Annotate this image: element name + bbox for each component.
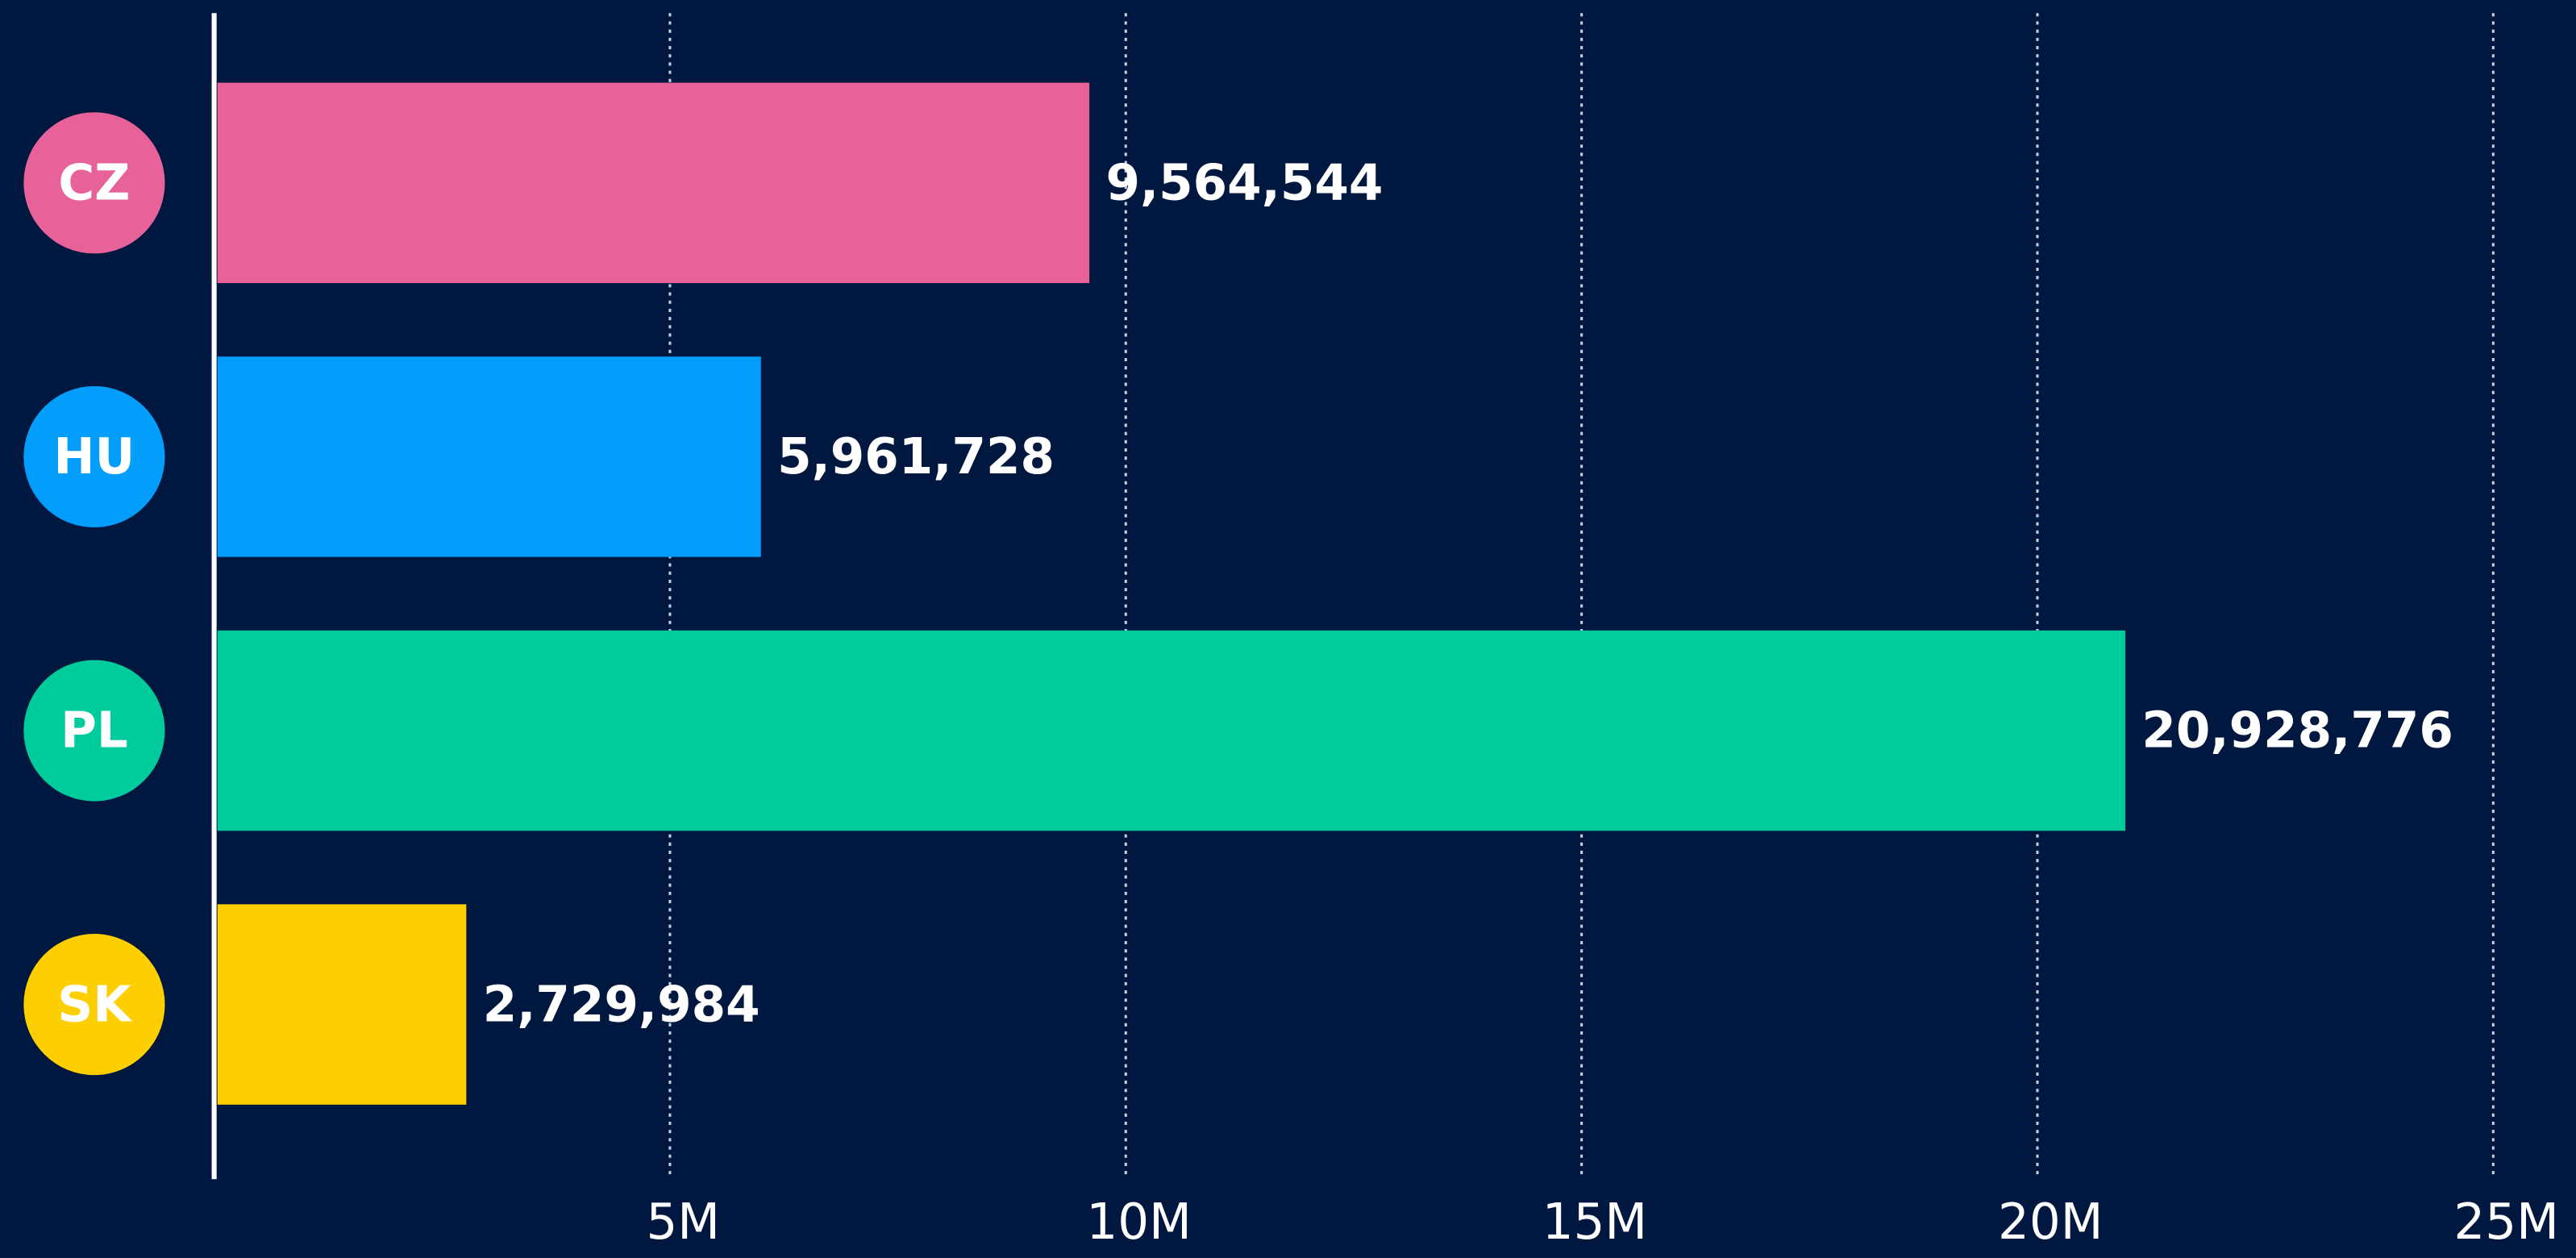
x-tick-label: 20M <box>1998 1193 2103 1251</box>
bar <box>217 356 761 557</box>
category-badge <box>23 385 165 527</box>
category-badge <box>23 934 165 1076</box>
bar <box>217 904 467 1105</box>
x-tick-label: 10M <box>1086 1193 1191 1251</box>
category-label: PL <box>60 702 128 760</box>
value-label: 5,961,728 <box>777 428 1055 485</box>
category-label: SK <box>57 976 133 1033</box>
value-label: 9,564,544 <box>1105 154 1383 211</box>
category-label: HU <box>54 428 135 485</box>
x-tick-label: 15M <box>1542 1193 1647 1251</box>
bar <box>217 630 2126 831</box>
x-tick-label: 25M <box>2453 1193 2558 1251</box>
value-label: 20,928,776 <box>2141 702 2453 760</box>
x-tick-label: 5M <box>646 1193 720 1251</box>
value-label: 2,729,984 <box>483 976 760 1033</box>
category-badge <box>23 660 165 802</box>
category-label: CZ <box>58 154 130 211</box>
bar <box>217 82 1090 284</box>
category-badge <box>23 112 165 254</box>
